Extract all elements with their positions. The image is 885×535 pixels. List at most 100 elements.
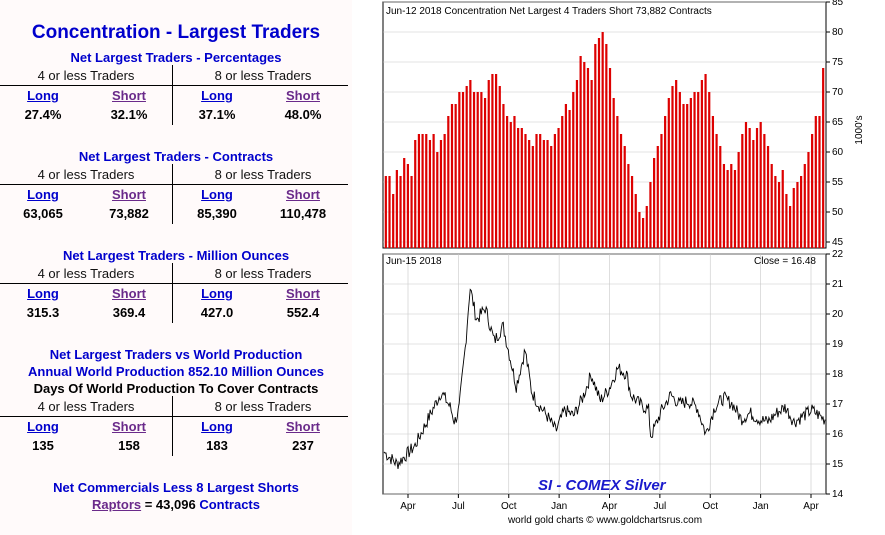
bar [546,140,549,248]
bar [781,170,784,248]
long-link[interactable]: Long [201,419,233,434]
bar [425,134,428,248]
bar [597,38,601,248]
contracts-title: Net Largest Traders - Contracts [78,149,274,164]
bar [432,134,435,248]
divider-line [0,85,348,86]
bar [590,80,593,248]
bar [421,134,424,248]
bar [575,80,579,248]
long-link[interactable]: Long [27,286,59,301]
group-8-traders: 8 or less Traders [214,68,312,83]
bar [822,68,825,248]
production-days-title: Days Of World Production To Cover Contra… [33,381,319,396]
bar [550,146,553,248]
short-link[interactable]: Short [112,187,146,202]
bar [627,164,630,248]
bar [788,206,792,248]
bar [491,74,494,248]
bar [535,134,538,248]
long-link[interactable]: Long [27,187,59,202]
y-tick-label: 18 [832,369,844,380]
bar [634,194,637,248]
top-chart-title: Jun-12 2018 Concentration Net Largest 4 … [386,6,712,17]
y-tick-label: 50 [832,207,844,218]
value-cell: 135 [32,438,54,453]
short-link[interactable]: Short [286,187,320,202]
long-link[interactable]: Long [27,419,59,434]
bar [506,116,509,248]
group-4-traders: 4 or less Traders [37,266,135,281]
short-link[interactable]: Short [286,88,320,103]
y-tick-label: 80 [832,27,844,38]
commercials-footer: Net Commercials Less 8 Largest Shorts Ra… [0,479,352,513]
bars-group [384,32,825,248]
group-4-traders: 4 or less Traders [37,167,135,182]
short-link[interactable]: Short [112,88,146,103]
bar [465,86,468,248]
bar [594,44,597,248]
bar [601,32,604,248]
long-link[interactable]: Long [201,187,233,202]
bar [513,116,516,248]
bar [520,128,523,248]
percentages-title: Net Largest Traders - Percentages [70,50,282,65]
y-tick-label: 16 [832,429,844,440]
short-link[interactable]: Short [112,286,146,301]
x-axis: Apr Jul Oct Jan Apr Jul Oct Jan Apr [400,494,819,512]
bar [619,134,623,248]
bar [483,98,487,248]
divider-line [0,184,348,185]
bar [818,116,821,248]
bar [803,164,806,248]
short-link[interactable]: Short [286,419,320,434]
bar [777,182,781,248]
bar [472,92,476,248]
ounces-title: Net Largest Traders - Million Ounces [62,248,290,263]
production-title: Net Largest Traders vs World Production [49,347,303,362]
bar [737,152,740,248]
y-tick-label: 14 [832,489,844,500]
short-link[interactable]: Short [112,419,146,434]
column-divider [172,65,173,125]
short-link[interactable]: Short [286,286,320,301]
commercials-title: Net Commercials Less 8 Largest Shorts [53,480,299,495]
bar [811,134,814,248]
x-tick-label: Oct [501,501,517,512]
bar [748,128,751,248]
long-link[interactable]: Long [201,286,233,301]
bar [517,128,520,248]
value-cell: 27.4% [24,107,62,122]
bar [660,134,663,248]
bar [608,68,612,248]
bar [759,122,762,248]
value-cell: 73,882 [109,206,149,221]
panel-title: Concentration - Largest Traders [31,22,321,43]
bar [664,116,667,248]
group-4-traders: 4 or less Traders [37,399,135,414]
long-link[interactable]: Long [27,88,59,103]
bar [542,140,545,248]
bar [384,176,387,248]
value-cell: 237 [292,438,314,453]
bar [605,44,608,248]
bar [741,134,744,248]
group-4-traders: 4 or less Traders [37,68,135,83]
bar [458,92,461,248]
raptors-link[interactable]: Raptors [91,497,142,512]
bar [689,98,692,248]
long-link[interactable]: Long [201,88,233,103]
bottom-grid [383,253,826,495]
bottom-y-axis: 14 15 16 17 18 19 20 21 22 [826,249,844,500]
bar [649,182,652,248]
bar [800,176,803,248]
value-cell: 110,478 [279,206,327,221]
bar [392,194,395,248]
y-tick-label: 75 [832,57,844,68]
bar [678,92,681,248]
bar [675,80,678,248]
bar [406,164,409,248]
production-subtitle: Annual World Production 852.10 Million O… [28,364,324,379]
bar [814,116,817,248]
bar [561,116,564,248]
